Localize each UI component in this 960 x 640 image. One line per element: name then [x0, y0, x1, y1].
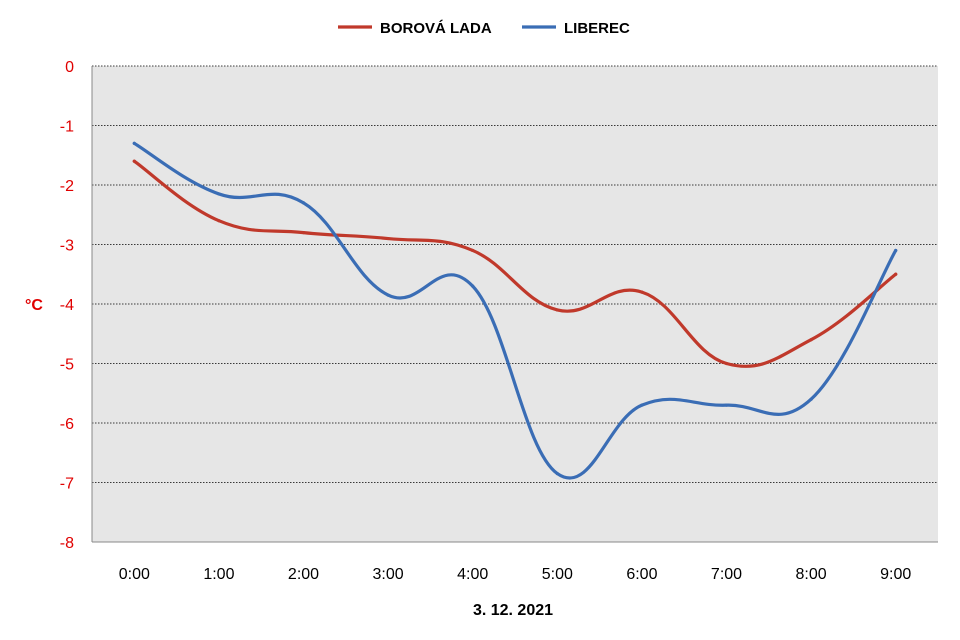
legend: BOROVÁ LADA LIBEREC: [338, 20, 630, 37]
data-point: [555, 308, 559, 312]
y-axis-label: °C: [25, 297, 43, 314]
data-point: [386, 293, 390, 297]
x-tick-label: 3:00: [373, 566, 404, 583]
data-point: [132, 141, 136, 145]
x-axis-label: 3. 12. 2021: [473, 602, 553, 619]
y-tick-label: -2: [60, 178, 74, 195]
y-tick-label: -3: [60, 238, 74, 255]
legend-label: LIBEREC: [564, 20, 630, 37]
data-point: [640, 403, 644, 407]
x-tick-label: 0:00: [119, 566, 150, 583]
y-tick-label: -5: [60, 357, 74, 374]
x-tick-label: 4:00: [457, 566, 488, 583]
legend-label: BOROVÁ LADA: [380, 20, 492, 37]
data-point: [809, 338, 813, 342]
data-point: [724, 361, 729, 366]
y-tick-label: -6: [60, 416, 74, 433]
y-tick-label: 0: [65, 59, 74, 76]
data-point: [132, 159, 136, 163]
x-axis-ticks: 0:00 1:00 2:00 3:00 4:00 5:00 6:00 7:00 8:00 9:00: [119, 566, 912, 583]
series-line-1: [132, 159, 898, 368]
data-point: [724, 403, 729, 407]
y-tick-label: -7: [60, 476, 74, 493]
y-tick-label: -8: [60, 535, 74, 552]
series-line-2: [132, 141, 898, 480]
data-point: [217, 219, 221, 223]
data-point: [301, 231, 306, 235]
data-point: [471, 284, 475, 288]
series-lines: [132, 141, 898, 480]
y-tick-label: -4: [60, 297, 74, 314]
data-point: [217, 192, 221, 196]
x-tick-label: 5:00: [542, 566, 573, 583]
data-point: [471, 248, 475, 253]
y-tick-label: -1: [60, 119, 74, 136]
x-tick-label: 2:00: [288, 566, 319, 583]
gridlines: [91, 65, 938, 543]
x-tick-label: 9:00: [880, 566, 911, 583]
data-point: [809, 397, 813, 401]
data-point: [894, 248, 898, 253]
x-tick-label: 7:00: [711, 566, 742, 583]
data-point: [640, 290, 644, 294]
data-point: [894, 272, 898, 276]
data-point: [386, 236, 390, 241]
x-tick-label: 8:00: [796, 566, 827, 583]
x-tick-label: 1:00: [203, 566, 234, 583]
y-axis-ticks: 0 -1 -2 -3 -4 -5 -6 -7 -8: [60, 59, 74, 552]
x-tick-label: 6:00: [626, 566, 657, 583]
data-point: [301, 201, 306, 205]
data-point: [555, 471, 559, 476]
